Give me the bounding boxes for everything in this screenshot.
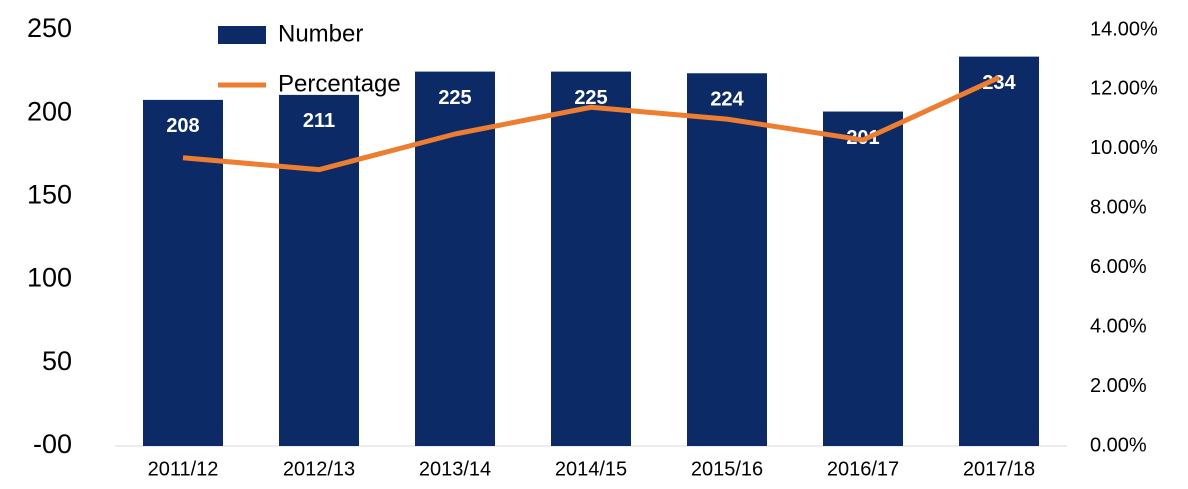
y-tick-label: -00 xyxy=(33,429,72,459)
bar xyxy=(143,99,223,446)
data-label: 208 xyxy=(166,115,199,137)
legend-swatch xyxy=(218,26,266,44)
x-tick-label: 2011/12 xyxy=(148,458,219,480)
y2-tick-label: 6.00% xyxy=(1090,256,1147,278)
x-tick-label: 2016/17 xyxy=(827,458,899,480)
y2-tick-label: 2.00% xyxy=(1090,375,1147,397)
x-tick-label: 2017/18 xyxy=(963,458,1035,480)
legend-label: Number xyxy=(278,20,363,47)
y-tick-label: 50 xyxy=(42,346,72,376)
y-tick-label: 200 xyxy=(27,96,72,126)
y-tick-label: 250 xyxy=(27,13,72,43)
legend-label: Percentage xyxy=(278,70,401,97)
y-tick-label: 150 xyxy=(27,180,72,210)
y-tick-label: 100 xyxy=(27,263,72,293)
x-tick-label: 2012/13 xyxy=(283,458,355,480)
y2-tick-label: 4.00% xyxy=(1090,315,1147,337)
line xyxy=(182,75,1001,173)
x-tick-label: 2015/16 xyxy=(691,458,763,480)
bar xyxy=(823,111,903,446)
bar xyxy=(551,71,631,446)
bar xyxy=(687,73,767,446)
y2-tick-label: 12.00% xyxy=(1090,78,1158,100)
x-tick-label: 2013/14 xyxy=(419,458,491,480)
bar xyxy=(279,94,359,447)
data-label: 234 xyxy=(982,72,1016,94)
y2-tick-label: 8.00% xyxy=(1090,197,1147,219)
bar xyxy=(959,56,1039,447)
data-label: 225 xyxy=(438,87,471,109)
data-label: 211 xyxy=(303,110,335,132)
y2-tick-label: 10.00% xyxy=(1090,137,1158,159)
y2-tick-label: 14.00% xyxy=(1090,18,1158,40)
data-label: 224 xyxy=(710,89,744,111)
x-tick-label: 2014/15 xyxy=(555,458,627,480)
y2-tick-label: 0.00% xyxy=(1090,434,1147,456)
data-label: 225 xyxy=(574,87,607,109)
